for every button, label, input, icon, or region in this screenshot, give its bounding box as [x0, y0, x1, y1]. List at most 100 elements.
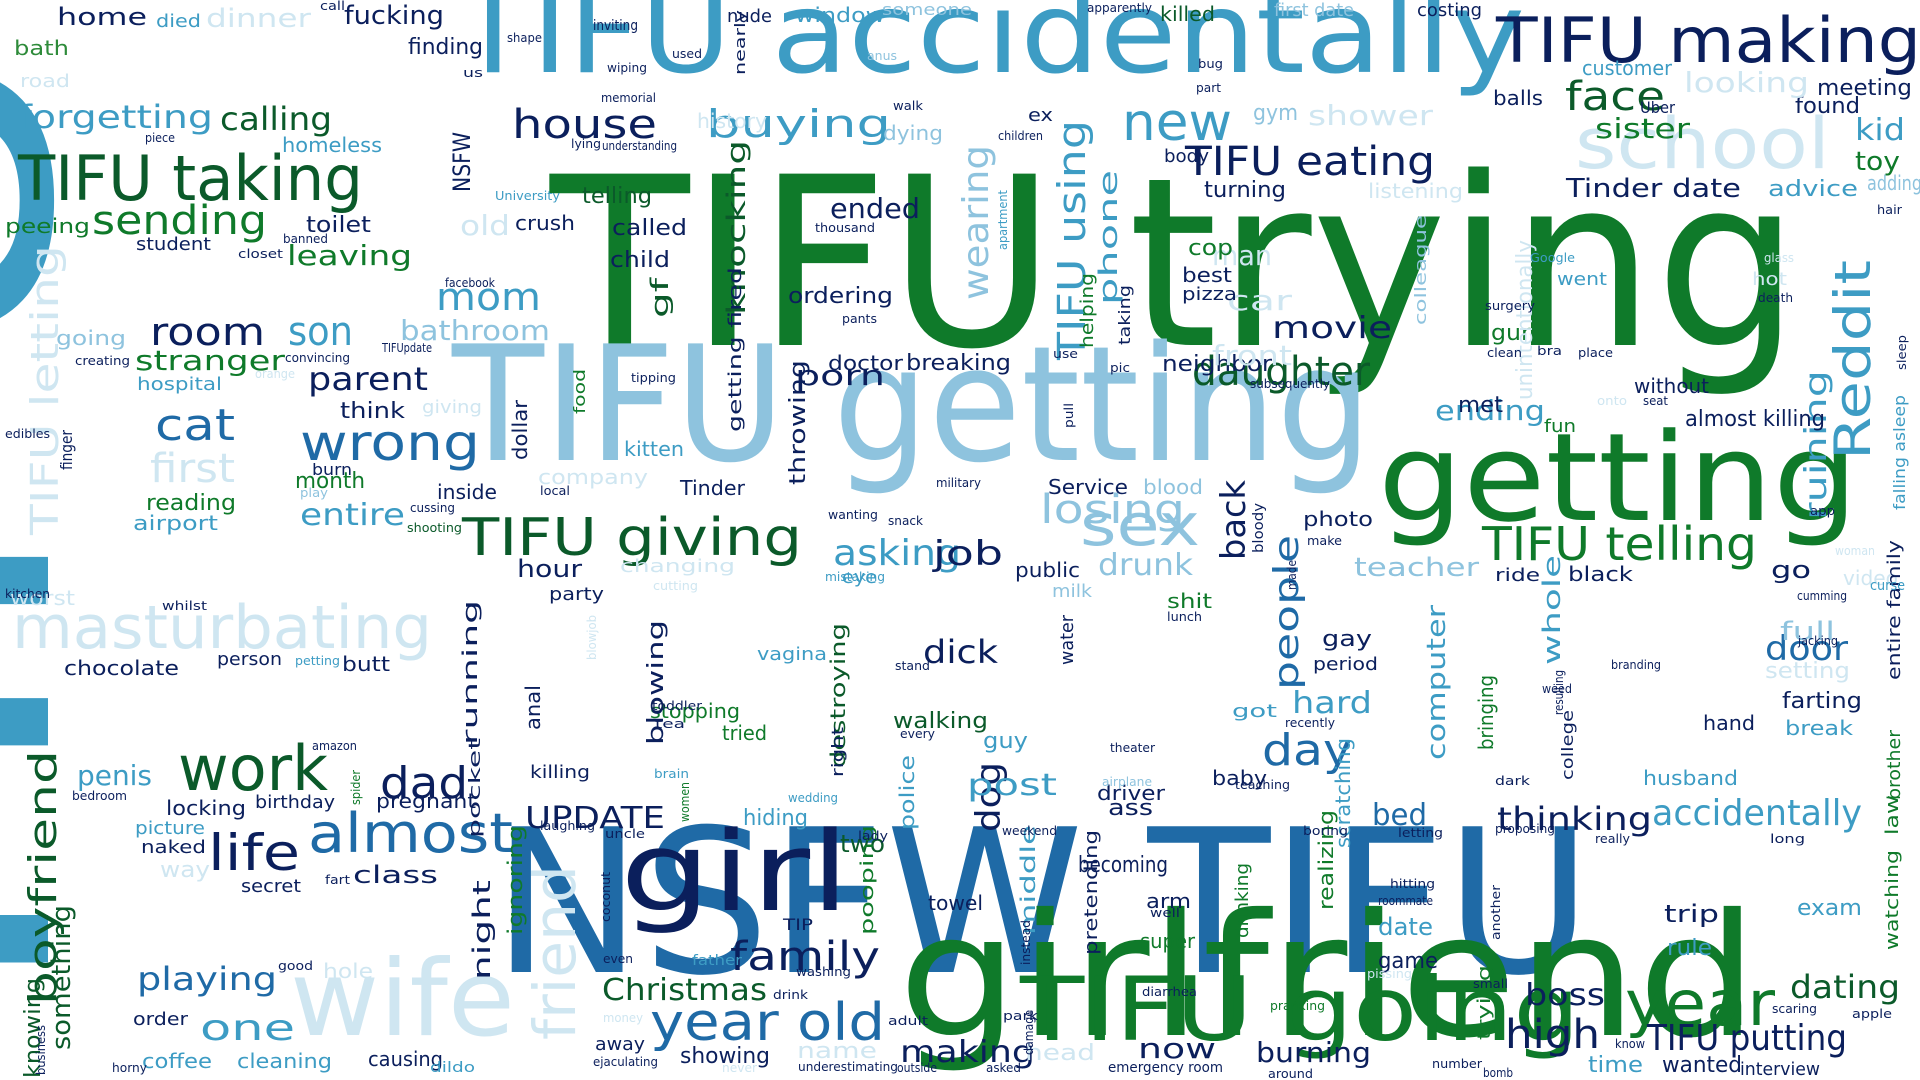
word-tifu-using: TIFU using — [1050, 120, 1094, 361]
word-ended: ended — [830, 192, 920, 225]
word-man: man — [1212, 239, 1272, 272]
word-amazon: amazon — [312, 739, 357, 753]
word-bringing: bringing — [1474, 675, 1498, 750]
word-underestimating: underestimating — [798, 1060, 898, 1074]
word-tifu: TIFU — [0, 25, 150, 1080]
word-snack: snack — [888, 514, 923, 528]
word-tifu-telling: TIFU telling — [1481, 517, 1757, 571]
word-doctor: doctor — [828, 351, 904, 375]
word-day: day — [1262, 725, 1352, 776]
word-instead: instead — [1019, 920, 1033, 965]
word-setting: setting — [1765, 659, 1850, 684]
word-stand: stand — [895, 659, 930, 673]
word-causing: causing — [368, 1047, 443, 1071]
word-think: think — [340, 399, 405, 424]
word-business: business — [34, 1025, 48, 1075]
word-airport: airport — [133, 511, 218, 535]
word-eye: eye — [842, 567, 877, 588]
word-brother: brother — [1884, 729, 1905, 800]
word-two: two — [840, 830, 885, 858]
word-emergency-room: emergency room — [1108, 1060, 1223, 1076]
word-pretending: pretending — [1081, 830, 1102, 955]
word-realizing: realizing — [1314, 810, 1338, 910]
word-shower: shower — [1308, 99, 1434, 132]
word-one: one — [200, 1008, 295, 1049]
word-finding: finding — [408, 35, 483, 60]
word-use: use — [1053, 347, 1078, 361]
word-app: app — [1810, 504, 1835, 518]
word-room: room — [150, 310, 265, 354]
word-nearly: nearly — [733, 10, 749, 75]
word-scratching: scratching — [1331, 738, 1355, 848]
word-pooping: pooping — [857, 825, 878, 935]
word-exam: exam — [1797, 896, 1862, 921]
word-without: without — [1634, 374, 1709, 398]
word-full: full — [1780, 617, 1835, 647]
word-hiding: hiding — [743, 806, 808, 831]
word-never: never — [722, 1061, 757, 1075]
word-bed: bed — [1372, 798, 1427, 833]
word-year-old: year old — [650, 993, 885, 1053]
word-best: best — [1182, 263, 1232, 287]
word-stranger: stranger — [135, 344, 286, 377]
word-butt: butt — [342, 652, 390, 676]
word-night: night — [468, 880, 496, 980]
word-looking: looking — [1684, 66, 1809, 99]
word-ass: ass — [1108, 796, 1153, 821]
word-finger: finger — [57, 430, 76, 470]
word-convincing: convincing — [285, 351, 350, 365]
word-got: got — [1232, 701, 1277, 722]
word-front: front — [1212, 339, 1292, 372]
word-buying: buying — [706, 102, 891, 146]
word-branding: branding — [1611, 658, 1661, 672]
word-dog: dog — [969, 762, 1009, 832]
word-cleaning: cleaning — [237, 1049, 332, 1073]
word-bomb: bomb — [1483, 1066, 1513, 1080]
word-bath: bath — [14, 36, 69, 60]
word-whole: whole — [1538, 555, 1566, 665]
word-college: college — [1558, 710, 1577, 780]
word-resulting: resulting — [1552, 670, 1566, 715]
word-helping: helping — [1077, 273, 1098, 348]
word-university: University — [495, 189, 560, 203]
word-lunch: lunch — [1167, 610, 1202, 624]
word-tifu-making: TIFU making — [1495, 4, 1920, 77]
word-dark: dark — [1495, 774, 1530, 788]
word-work: work — [178, 732, 328, 805]
word-shape: shape — [507, 31, 542, 45]
word-father: father — [692, 953, 742, 969]
word-dating: dating — [1790, 968, 1900, 1006]
word-photo: photo — [1303, 507, 1373, 531]
word-facebook: facebook — [445, 276, 495, 290]
word-phone: phone — [1094, 170, 1124, 305]
word-something: something — [47, 905, 77, 1050]
word-blood: blood — [1143, 475, 1203, 499]
word-changing: changing — [620, 556, 735, 577]
word-history: history — [697, 109, 767, 133]
word-coffee: coffee — [142, 1049, 212, 1073]
word-farting: farting — [1782, 689, 1862, 714]
word-creating: creating — [75, 354, 130, 368]
word-knowing: knowing — [21, 978, 46, 1078]
word-make: make — [1307, 534, 1342, 548]
word-chocolate: chocolate — [64, 656, 179, 680]
word-girlfriend: girlfriend — [898, 878, 1758, 1076]
word-public: public — [1015, 558, 1080, 582]
word-crush: crush — [515, 211, 575, 235]
word-tifu-eating: TIFU eating — [1184, 139, 1435, 185]
word-tifu-putting: TIFU putting — [1646, 1018, 1847, 1059]
word-banned: banned — [283, 232, 328, 246]
word-dollar: dollar — [508, 399, 532, 460]
word-tifu-getting: TIFU getting — [451, 311, 1372, 498]
word-customer: customer — [1582, 56, 1673, 80]
word-apple: apple — [1852, 1007, 1892, 1021]
word-lying: lying — [571, 137, 601, 151]
word-pants: pants — [842, 312, 877, 326]
word-pissing: pissing — [1367, 967, 1412, 981]
word-pizza: pizza — [1182, 284, 1237, 305]
word-losing: losing — [1040, 487, 1185, 533]
word-tifu-taking: TIFU taking — [17, 142, 363, 215]
word-period: period — [1313, 654, 1378, 675]
word-dinner: dinner — [206, 4, 311, 34]
word-sleep: sleep — [1895, 335, 1909, 370]
